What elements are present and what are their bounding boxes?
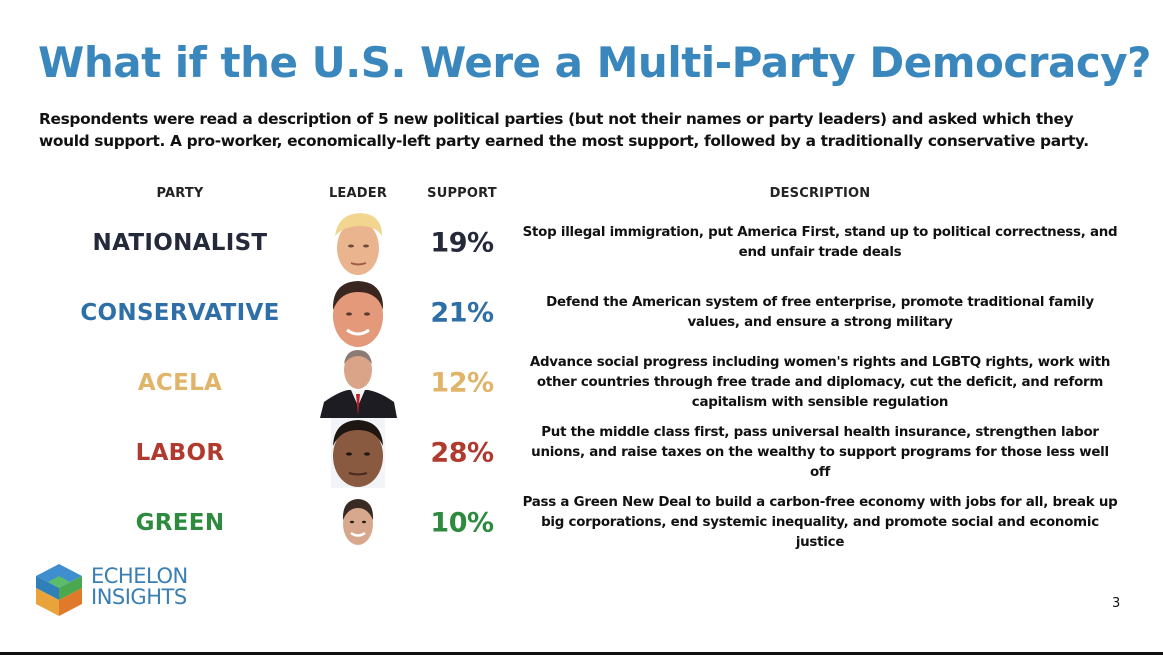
party-description: Pass a Green New Deal to build a carbon-… bbox=[522, 495, 1118, 550]
party-name: GREEN bbox=[135, 510, 225, 536]
page-number: 3 bbox=[1112, 596, 1121, 611]
page-subtitle: Respondents were read a description of 5… bbox=[39, 108, 1139, 152]
table-row-nationalist: NATIONALIST 19% Stop illegal immigration… bbox=[0, 208, 1163, 278]
column-header-party: PARTY bbox=[156, 186, 204, 201]
party-description: Defend the American system of free enter… bbox=[546, 295, 1094, 330]
subtitle-line-2: would support. A pro-worker, economicall… bbox=[39, 132, 1089, 150]
table-row-green: GREEN 10% Pass a Green New Deal to build… bbox=[0, 488, 1163, 558]
leader-portrait-icon bbox=[318, 208, 398, 278]
bottom-border bbox=[0, 652, 1163, 655]
cube-logo-icon bbox=[36, 564, 82, 616]
table-row-acela: ACELA 12% Advance social progress includ… bbox=[0, 348, 1163, 418]
party-description: Advance social progress including women'… bbox=[529, 355, 1111, 410]
leader-portrait-icon bbox=[318, 488, 398, 558]
column-header-description: DESCRIPTION bbox=[769, 186, 871, 201]
support-value: 28% bbox=[430, 437, 494, 469]
support-value: 19% bbox=[430, 227, 494, 259]
party-description: Stop illegal immigration, put America Fi… bbox=[522, 225, 1118, 260]
table-row-labor: LABOR 28% Put the middle class first, pa… bbox=[0, 418, 1163, 488]
party-description: Put the middle class first, pass univers… bbox=[531, 425, 1109, 480]
support-value: 12% bbox=[430, 367, 494, 399]
support-value: 10% bbox=[430, 507, 494, 539]
echelon-insights-logo: ECHELON INSIGHTS bbox=[34, 562, 214, 618]
party-name: NATIONALIST bbox=[92, 230, 268, 256]
party-name: ACELA bbox=[137, 370, 223, 396]
page-title: What if the U.S. Were a Multi-Party Demo… bbox=[38, 38, 1151, 87]
party-name: CONSERVATIVE bbox=[80, 300, 280, 326]
leader-portrait-icon bbox=[318, 278, 398, 348]
logo-line-2: INSIGHTS bbox=[91, 585, 187, 609]
column-header-leader: LEADER bbox=[328, 186, 388, 201]
party-name: LABOR bbox=[135, 440, 225, 466]
support-value: 21% bbox=[430, 297, 494, 329]
subtitle-line-1: Respondents were read a description of 5… bbox=[39, 110, 1074, 128]
column-header-support: SUPPORT bbox=[427, 186, 497, 201]
leader-portrait-icon bbox=[318, 348, 398, 418]
table-row-conservative: CONSERVATIVE 21% Defend the American sys… bbox=[0, 278, 1163, 348]
logo-line-1: ECHELON bbox=[91, 564, 188, 588]
leader-portrait-icon bbox=[318, 418, 398, 488]
